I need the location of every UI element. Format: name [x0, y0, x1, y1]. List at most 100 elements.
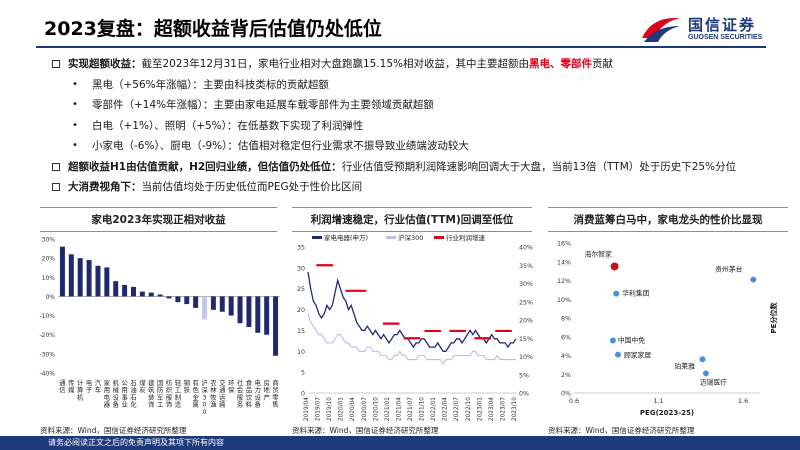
y-tick-label: 2%: [561, 372, 571, 379]
y-tick-label: 30%: [42, 237, 56, 244]
x-tick-label: 2020/10: [373, 397, 379, 421]
x-tick-label: 社会服务: [237, 378, 244, 409]
y-tick-label: 14%: [557, 259, 571, 266]
x-tick-label: 2021/04: [396, 397, 402, 421]
y-right-tick-label: 25%: [519, 299, 533, 306]
x-tick-label: 2022/07: [454, 397, 460, 421]
x-tick-label: 2021/07: [408, 397, 414, 421]
bar-机械设备: [113, 281, 119, 297]
bullet-body: 行业估值受预期利润降速影响回调大于大盘，当前13倍（TTM）处于历史下25%分位: [341, 160, 737, 173]
x-tick-label: 1.1: [653, 397, 663, 405]
bar-煤炭: [139, 291, 145, 297]
y-right-tick-label: 5%: [519, 372, 529, 379]
x-tick-label: 2022/01: [431, 397, 437, 421]
x-tick-label: 2023/10: [512, 397, 518, 421]
page-title: 2023复盘：超额收益背后估值仍处低位: [44, 18, 382, 40]
x-tick-label: 轻工制造: [175, 378, 182, 409]
bar-传媒: [68, 254, 74, 297]
dot-bullet-icon: •: [72, 78, 78, 90]
relative-return-bar-chart: 30% 20% 10% 0% -10% -20% -30% -40% 通信传媒计算机电子汽车家用…: [39, 237, 280, 416]
panel3-source: 资料来源：Wind，国信证券经济研究所整理: [548, 426, 695, 435]
legend-label: 家电电器(申万): [324, 233, 368, 242]
x-tick-label: 1.6: [738, 397, 748, 405]
panel3-rule: [548, 231, 788, 232]
point-label: 珀莱雅: [675, 361, 696, 370]
scatter-point: [699, 356, 706, 363]
bar-电子: [86, 260, 92, 297]
panel1-title: 家电2023年实现正相对收益: [91, 214, 226, 226]
bullet-head: 大消费视角下：: [68, 181, 142, 193]
panel2-top-rule: [292, 207, 532, 208]
x-tick-label: 通信: [59, 378, 66, 394]
scatter-point: [609, 337, 616, 344]
x-tick-label: 国防军工: [157, 379, 163, 409]
y-right-tick-label: 10%: [519, 354, 533, 361]
x-tick-label: 2020/04: [350, 397, 356, 421]
panel3-top-rule: [548, 207, 788, 208]
x-tick-label: 2023/01: [477, 397, 483, 421]
bullet-body: 截至2023年12月31日，家电行业相对大盘跑赢15.15%相对收益，其中主要超…: [141, 58, 529, 70]
y-right-tick-label: 35%: [519, 263, 533, 270]
bar-商贸零售: [273, 296, 279, 356]
y-right-tick-label: 20%: [519, 318, 533, 325]
bar-轻工制造: [175, 296, 181, 303]
y-left-tick-label: 0: [301, 391, 305, 398]
y-tick-label: 6%: [561, 334, 571, 341]
sub-bullet-small-appliance: • 小家电（-6%）、厨电（-9%）：估值相对稳定但行业需求不振导致业绩端波动较…: [52, 136, 792, 157]
dot-bullet-icon: •: [72, 140, 78, 151]
bullet-valuation: 超额收益H1由估值贡献，H2回归业绩，但估值仍处低位：行业估值受预期利润降速影响…: [52, 157, 792, 178]
x-tick-label: 电子: [86, 378, 93, 394]
sub-bullet-white-appliance: • 白电（+1%）、照明（+5%）：在低基数下实现了利润弹性: [52, 116, 792, 137]
bullet-body: 当前估值均处于历史低位而PEG处于性价比区间: [141, 181, 363, 193]
legend-label: 行业利润增速: [446, 233, 486, 242]
bar-交通运输: [219, 296, 225, 312]
title-rule: [36, 46, 766, 48]
summary-bullets: 实现超额收益：截至2023年12月31日，家电行业相对大盘跑赢15.15%相对收…: [52, 54, 792, 198]
panel1-source: 资料来源：Wind，国信证券经济研究所整理: [40, 426, 187, 435]
y-tick-label: 0%: [45, 294, 55, 301]
legend-swatch-series-1: [312, 236, 322, 239]
x-tick-label: 传媒: [68, 378, 75, 394]
x-tick-label: 钢铁: [184, 379, 191, 394]
sub-bullet-black-appliance: • 黑电（+56%年涨幅）：主要由科技类标的贡献超额: [52, 75, 792, 96]
x-tick-label: 2021/01: [385, 397, 391, 421]
x-tick-label: 环保: [228, 379, 235, 394]
sub-bullet-text: 白电（+1%）、照明（+5%）：在低基数下实现了利润弹性: [92, 119, 364, 132]
x-tick-label: 商贸零售: [272, 378, 279, 409]
panel1-rule: [40, 231, 277, 232]
legend-swatch-series-3: [434, 236, 444, 239]
bar-通信: [59, 246, 65, 297]
y-tick-label: 16%: [557, 241, 571, 248]
bar-汽车: [95, 265, 101, 297]
scatter-point: [613, 290, 620, 297]
panel3-title: 消费蓝筹白马中，家电龙头的性价比显现: [573, 214, 763, 226]
panel2-source: 资料来源：Wind，国信证券经济研究所整理: [292, 426, 439, 435]
y-tick-label: -10%: [39, 313, 55, 320]
y-right-tick-label: 0%: [519, 391, 529, 398]
square-bullet-icon: [52, 60, 60, 68]
panel1-top-rule: [40, 207, 277, 208]
x-tick-label: 2023/07: [500, 397, 506, 421]
y-right-tick-label: 30%: [519, 281, 533, 288]
point-label: 中国中免: [618, 336, 645, 345]
y-right-tick-label: 15%: [519, 336, 533, 343]
y-tick-label: 8%: [561, 316, 571, 323]
x-tick-label: 房地产: [264, 378, 271, 401]
x-tick-label: 电力设备: [255, 378, 262, 409]
x-tick-label: 农林牧渔: [210, 378, 217, 409]
bar-环保: [228, 296, 234, 316]
legend-swatch-series-2: [386, 236, 396, 239]
bar-纺织服饰: [166, 296, 172, 299]
bullet-excess-return: 实现超额收益：截至2023年12月31日，家电行业相对大盘跑赢15.15%相对收…: [52, 54, 792, 75]
bar-沪深300: [202, 296, 208, 320]
bar-公用事业: [122, 284, 128, 297]
y-left-tick-label: 25: [297, 286, 305, 293]
x-tick-label: 机械设备: [113, 378, 120, 409]
point-label: 海尔智家: [585, 249, 612, 258]
x-tick-label: 2019/07: [316, 397, 322, 421]
x-tick-label: 2020/07: [362, 397, 368, 421]
point-label: 贵州茅台: [715, 265, 742, 274]
series-line-appliance: [307, 271, 517, 352]
y-left-tick-label: 15: [297, 328, 305, 335]
point-label: 迈瑞医疗: [700, 377, 727, 386]
